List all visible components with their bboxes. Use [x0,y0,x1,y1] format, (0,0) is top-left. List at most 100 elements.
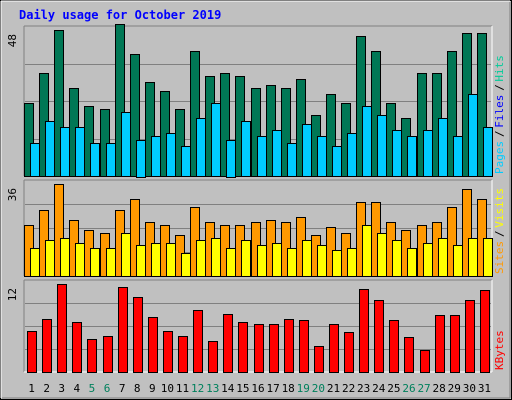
bar-kbytes-day-22 [344,332,354,373]
bar-sites-day-11 [181,253,191,277]
bar-sites-day-9 [151,243,161,277]
bar-hits-day-21 [326,94,336,177]
bar-hits-day-9 [145,82,155,177]
bar-kbytes-day-31 [480,290,490,373]
bar-sites-day-20 [317,245,327,277]
bar-files-day-26 [407,136,417,177]
bar-sites-day-17 [272,243,282,277]
bar-files-day-9 [151,136,161,177]
x-tick-label-day-23: 23 [357,382,370,395]
bar-sites-day-24 [377,233,387,277]
legend-kbytes-kbytes: KBytes [493,330,506,370]
legend-visits-sites-sites: Sites [493,241,506,274]
bar-files-day-3 [60,127,70,177]
bar-kbytes-day-8 [133,297,143,373]
bar-files-day-24 [377,115,387,177]
bar-sites-day-5 [90,248,100,277]
bar-sites-day-19 [302,240,312,277]
x-tick-label-day-17: 17 [266,382,279,395]
bar-kbytes-day-29 [450,315,460,373]
bar-files-day-31 [483,127,493,177]
x-tick-label-day-27: 27 [417,382,430,395]
x-tick-label-day-20: 20 [312,382,325,395]
bar-kbytes-day-20 [314,346,324,373]
x-tick-label-day-14: 14 [221,382,235,395]
legend-pages-files-hits-pages: Pages [493,141,506,174]
bar-files-day-30 [468,94,478,177]
x-tick-label-day-21: 21 [327,382,340,395]
bar-files-day-15 [241,121,251,177]
bar-files-day-14 [226,140,236,178]
bar-hits-day-12 [190,51,200,177]
bar-files-day-1 [30,143,40,177]
bar-sites-day-21 [332,250,342,277]
x-tick-label-day-6: 6 [104,382,111,395]
x-tick-label-day-19: 19 [297,382,310,395]
bar-visits-day-3 [54,184,64,277]
bar-kbytes-day-23 [359,289,369,373]
x-tick-label-day-31: 31 [478,382,491,395]
x-tick-label-day-24: 24 [372,382,386,395]
bar-files-day-18 [287,143,297,177]
legend-pages-files-hits-separator: / [493,84,506,91]
bar-kbytes-day-3 [57,284,67,373]
x-tick-label-day-18: 18 [282,382,295,395]
bar-files-day-29 [453,136,463,177]
bar-sites-day-28 [438,238,448,277]
x-tick-label-day-11: 11 [176,382,189,395]
x-tick-label-day-30: 30 [463,382,476,395]
bar-files-day-27 [423,130,433,177]
bar-sites-day-2 [45,240,55,277]
bar-hits-day-7 [115,24,125,177]
bar-files-day-19 [302,124,312,177]
chart-title: Daily usage for October 2019 [19,8,221,22]
bar-sites-day-10 [166,243,176,277]
bar-hits-day-27 [417,73,427,177]
x-tick-label-day-8: 8 [134,382,141,395]
bar-kbytes-day-2 [42,319,52,373]
legend-pages-files-hits-files: Files [493,95,506,128]
bar-sites-day-6 [106,248,116,277]
bar-kbytes-day-16 [254,324,264,373]
panel-kbytes-max-label: 12 [6,288,19,301]
bar-sites-day-3 [60,238,70,277]
x-tick-label-day-26: 26 [402,382,415,395]
bar-files-day-20 [317,136,327,177]
bar-sites-day-22 [347,248,357,277]
bar-kbytes-day-21 [329,324,339,373]
bar-sites-day-27 [423,243,433,277]
bar-sites-day-16 [257,245,267,277]
x-tick-label-day-3: 3 [58,382,65,395]
bar-sites-day-12 [196,240,206,277]
bar-files-day-10 [166,133,176,177]
bar-files-day-22 [347,133,357,177]
bar-files-day-7 [121,112,131,177]
x-tick-label-day-16: 16 [251,382,264,395]
bar-files-day-23 [362,106,372,177]
bar-sites-day-1 [30,248,40,277]
x-tick-label-day-5: 5 [89,382,96,395]
bar-kbytes-day-26 [404,337,414,373]
bar-files-day-11 [181,146,191,177]
bar-kbytes-day-7 [118,287,128,373]
bar-sites-day-26 [407,248,417,277]
bar-kbytes-day-11 [178,336,188,373]
x-tick-label-day-1: 1 [28,382,35,395]
legend-pages-files-hits-hits: Hits [493,55,506,82]
bar-kbytes-day-17 [269,324,279,373]
bar-visits-day-30 [462,189,472,277]
legend-visits-sites-visits: Visits [493,188,506,228]
bar-kbytes-day-13 [208,341,218,373]
legend-pages-files-hits-separator: / [493,130,506,137]
bar-sites-day-13 [211,238,221,277]
bar-sites-day-23 [362,225,372,277]
bar-sites-day-8 [136,245,146,277]
bar-files-day-4 [75,127,85,177]
bar-kbytes-day-14 [223,314,233,373]
bar-files-day-25 [392,130,402,177]
bar-kbytes-day-6 [103,336,113,373]
bar-files-day-2 [45,121,55,177]
bar-kbytes-day-4 [72,322,82,373]
bar-sites-day-25 [392,240,402,277]
bar-hits-day-1 [24,103,34,177]
